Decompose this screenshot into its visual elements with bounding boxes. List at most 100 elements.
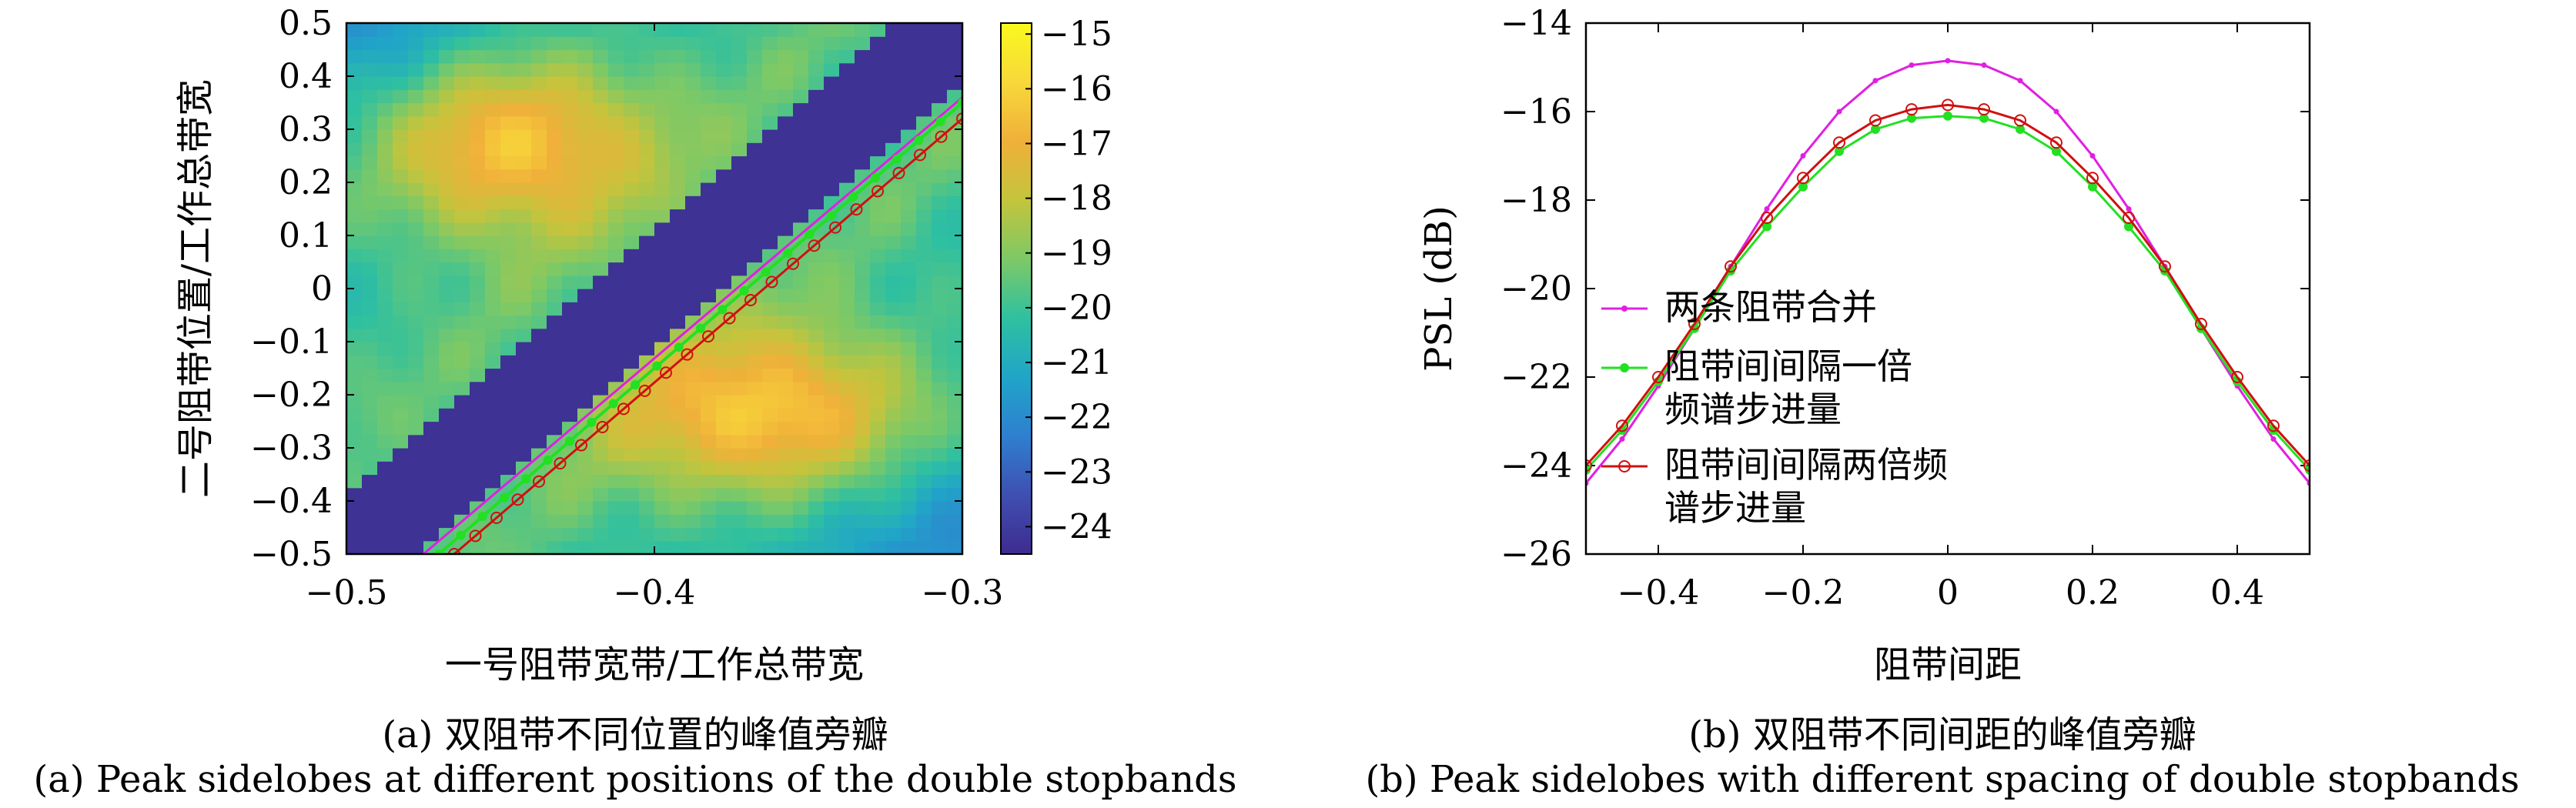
heatmap-cell [608, 289, 624, 302]
heatmap-cell [593, 514, 609, 529]
heatmap-cell [762, 155, 778, 170]
heatmap-cell [547, 249, 563, 263]
heatmap-cell [624, 62, 640, 77]
heatmap-cell [685, 155, 701, 170]
heatmap-cell [470, 195, 486, 210]
heatmap-cell [346, 222, 363, 236]
heatmap-cell [423, 381, 440, 396]
heatmap-cell [624, 315, 640, 329]
colorbar-tick-label: −19 [1041, 234, 1112, 273]
heatmap-cell [362, 474, 378, 489]
series-marker [1907, 113, 1916, 123]
heatmap-cell [932, 540, 948, 554]
heatmap-cell [639, 155, 655, 170]
heatmap-cell [500, 461, 517, 476]
heatmap-cell [377, 355, 393, 369]
heatmap-cell [747, 527, 763, 542]
heatmap-cell [762, 142, 778, 157]
heatmap-cell [701, 182, 717, 196]
heatmap-cell [377, 262, 393, 276]
heatmap-cell [885, 355, 902, 369]
heatmap-cell [393, 155, 409, 170]
heatmap-cell [408, 49, 424, 64]
heatmap-cell [454, 102, 470, 117]
heatmap-cell [470, 421, 486, 436]
heatmap-cell [377, 514, 393, 529]
heatmap-cell [670, 540, 686, 554]
heatmap-cell [362, 129, 378, 143]
heatmap-cell [855, 209, 871, 223]
heatmap-cell [408, 222, 424, 236]
heatmap-cell [408, 448, 424, 462]
heatmap-cell [408, 142, 424, 157]
heatmap-cell [916, 102, 932, 117]
heatmap-cell [778, 408, 794, 422]
heatmap-cell [593, 155, 609, 170]
heatmap-cell [793, 434, 809, 449]
heatmap-cell [793, 102, 809, 117]
heatmap-cell [762, 235, 778, 249]
heatmap-cell [393, 328, 409, 342]
series-marker [2053, 109, 2059, 115]
heatmap-cell [423, 514, 440, 529]
heatmap-cell [531, 102, 547, 117]
heatmap-cell [608, 155, 624, 170]
heatmap-cell [870, 434, 886, 449]
y-tick-label: −20 [1500, 269, 1572, 309]
heatmap-cell [393, 62, 409, 77]
heatmap-cell [577, 142, 594, 157]
heatmap-cell [685, 249, 701, 263]
heatmap-cell [885, 235, 902, 249]
heatmap-cell [377, 408, 393, 422]
heatmap-cell [654, 540, 671, 554]
heatmap-cell [947, 62, 962, 77]
heatmap-cell [947, 395, 962, 409]
heatmap-cell [947, 182, 962, 196]
heatmap-cell [593, 540, 609, 554]
heatmap-cell [608, 169, 624, 183]
overlay-marker [652, 361, 662, 371]
heatmap-cell [685, 501, 701, 515]
heatmap-cell [346, 434, 363, 449]
heatmap-cell [824, 89, 840, 104]
heatmap-cell [701, 368, 717, 382]
heatmap-cell [577, 249, 594, 263]
heatmap-cell [562, 89, 578, 104]
heatmap-cell [346, 195, 363, 210]
heatmap-cell [839, 368, 855, 382]
heatmap-cell [932, 76, 948, 90]
series-marker [1945, 58, 1951, 64]
heatmap-cell [500, 328, 517, 342]
heatmap-cell [531, 249, 547, 263]
heatmap-cell [562, 328, 578, 342]
y-tick-label: −0.4 [250, 482, 333, 521]
x-tick-label: 0 [1937, 573, 1959, 613]
heatmap-cell [808, 487, 825, 502]
heatmap-cell [901, 355, 917, 369]
heatmap-cell [685, 487, 701, 502]
heatmap-cell [423, 275, 440, 289]
heatmap-cell [377, 275, 393, 289]
overlay-marker [434, 549, 443, 554]
heatmap-cell [808, 262, 825, 276]
x-tick-label: −0.3 [922, 573, 1004, 613]
heatmap-cell [408, 355, 424, 369]
heatmap-cell [500, 222, 517, 236]
heatmap-cell [423, 49, 440, 64]
heatmap-cell [531, 395, 547, 409]
heatmap-cell [470, 448, 486, 462]
heatmap-cell [454, 23, 470, 37]
heatmap-cell [701, 474, 717, 489]
heatmap-cell [793, 487, 809, 502]
heatmap-cell [547, 129, 563, 143]
heatmap-cell [762, 315, 778, 329]
heatmap-cell [377, 195, 393, 210]
heatmap-cell [762, 421, 778, 436]
heatmap-cell [593, 36, 609, 51]
heatmap-cell [408, 514, 424, 529]
heatmap-cell [577, 155, 594, 170]
heatmap-cell [577, 129, 594, 143]
heatmap-cell [470, 289, 486, 302]
heatmap-cell [855, 395, 871, 409]
heatmap-cell [808, 23, 825, 37]
